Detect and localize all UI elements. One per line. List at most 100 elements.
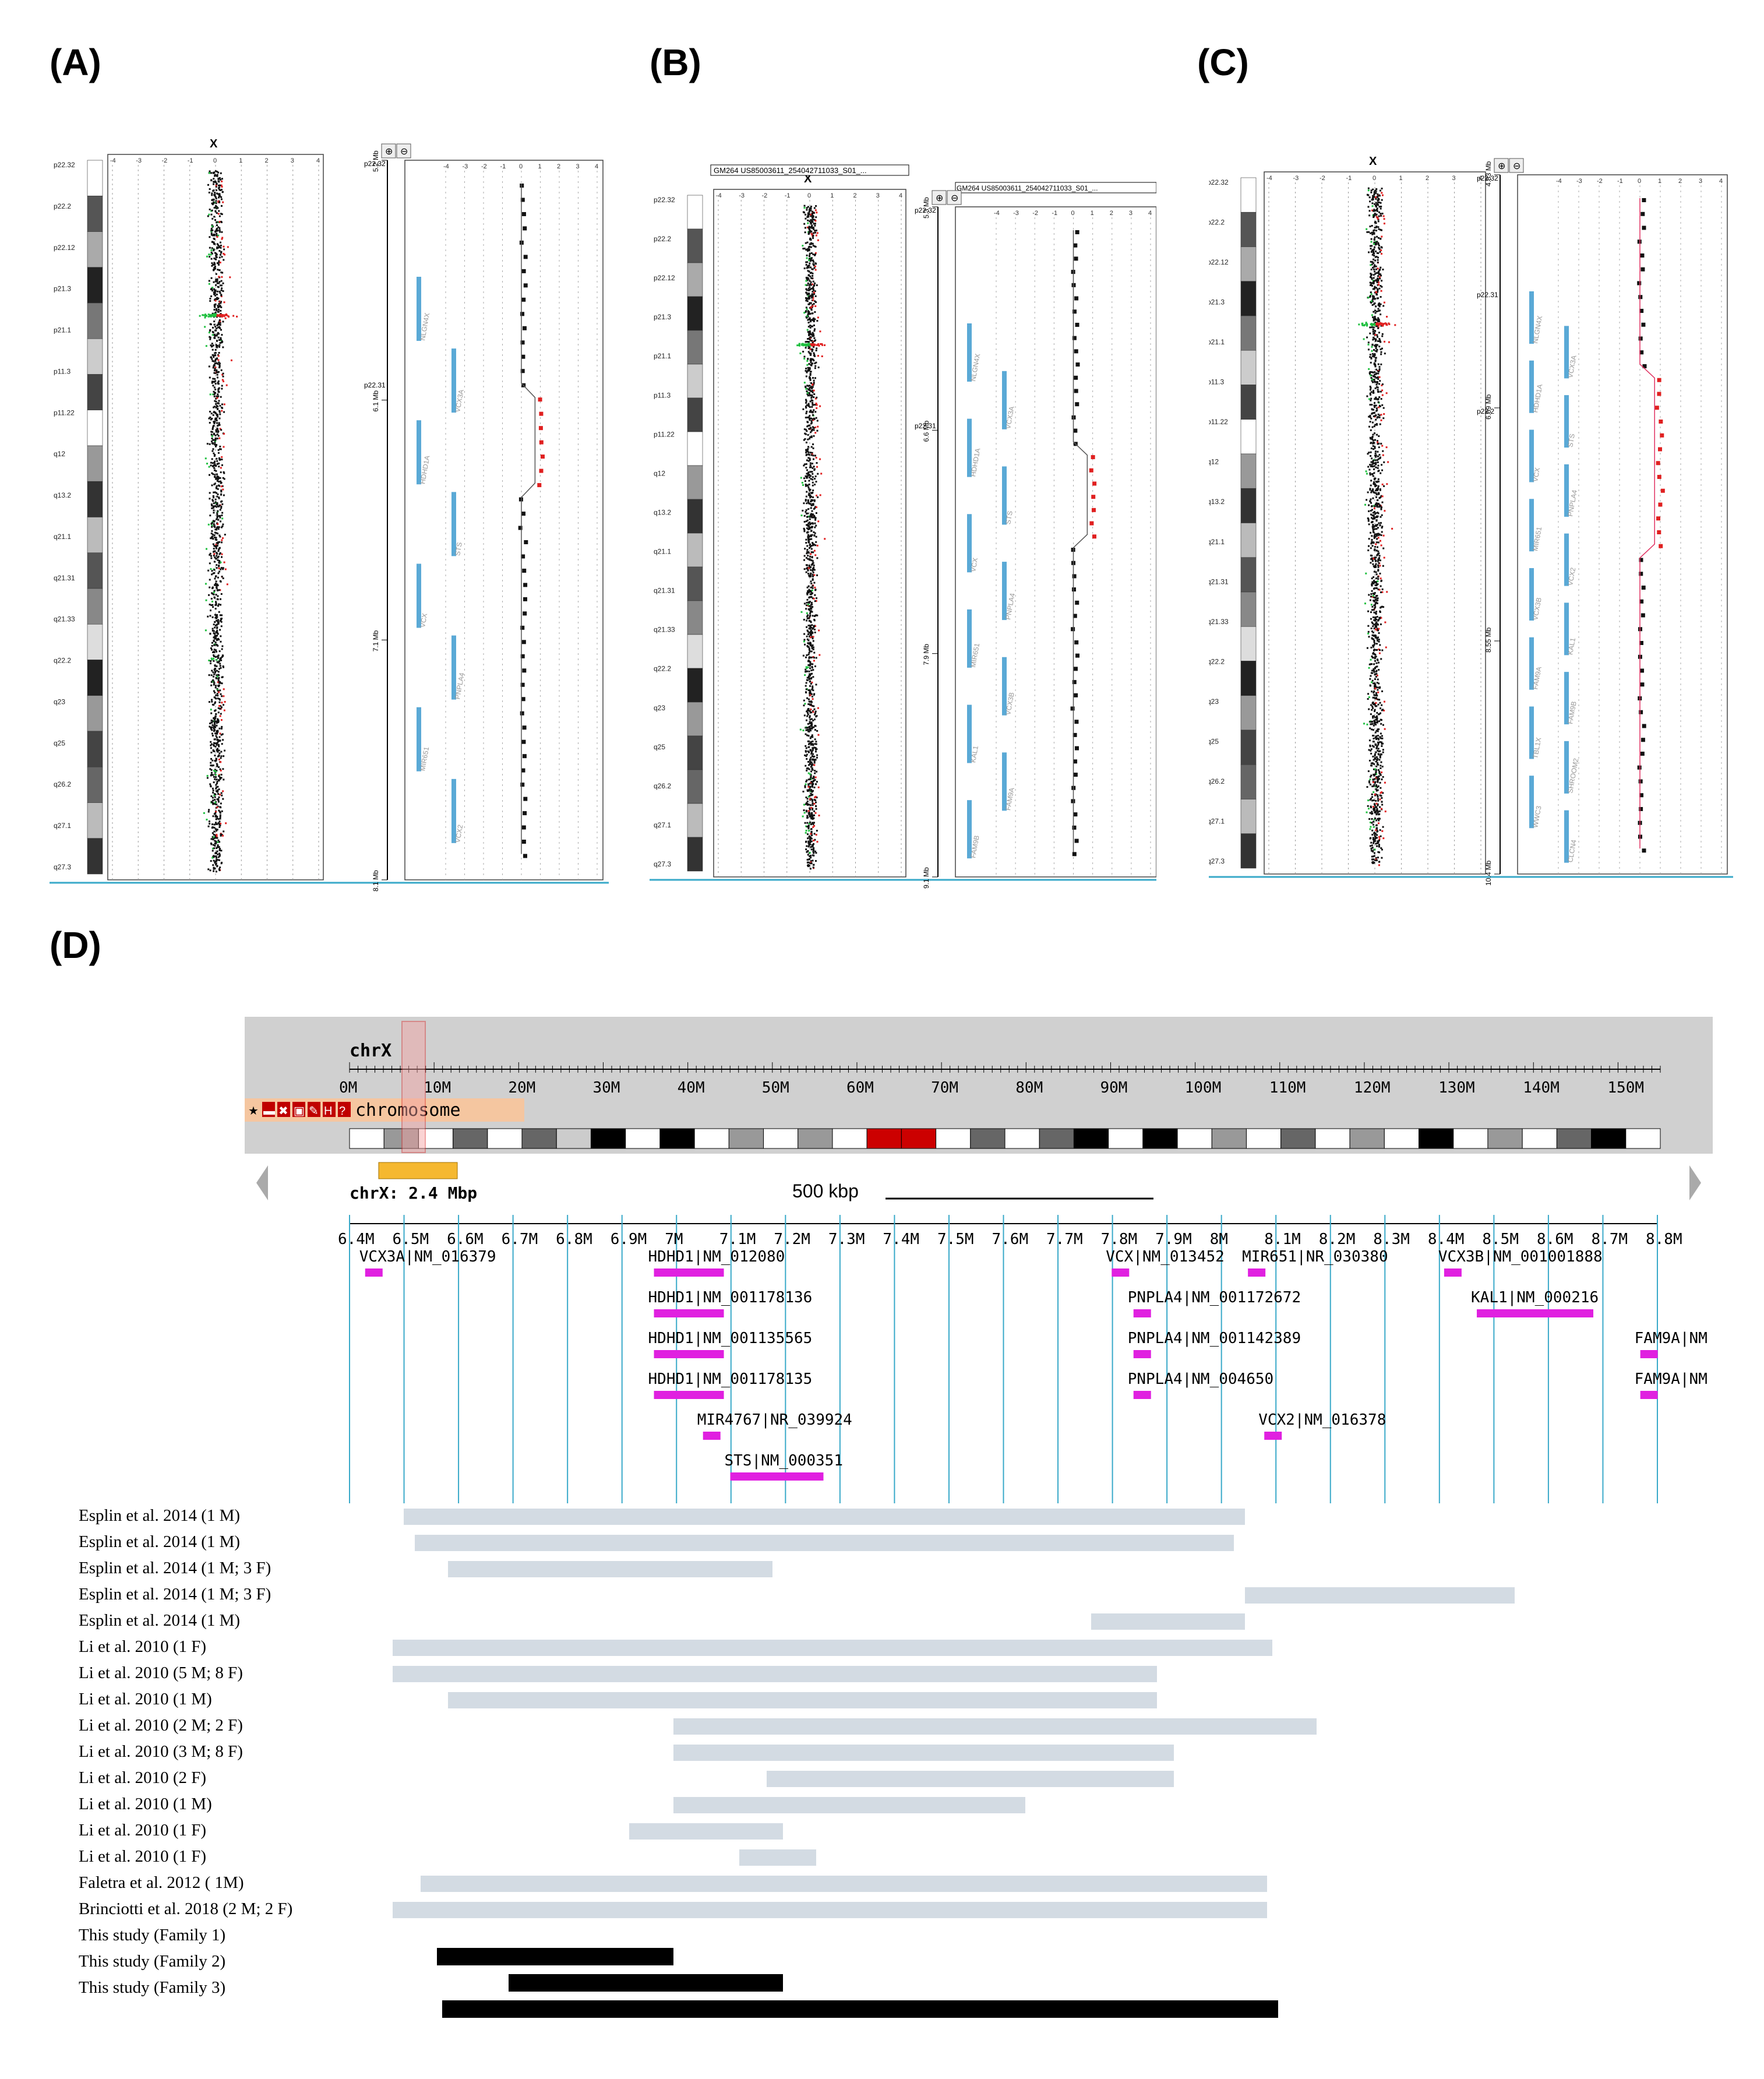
probe-point (1370, 273, 1373, 276)
probe-point (210, 533, 213, 535)
probe-point (1364, 503, 1367, 506)
probe-point (810, 308, 813, 311)
probe-point (1375, 581, 1377, 583)
probe-point (1372, 862, 1374, 864)
probe-point (812, 687, 814, 689)
probe-point (211, 521, 214, 523)
probe-point (1371, 436, 1374, 438)
probe-point (809, 466, 812, 468)
probe-point (1372, 448, 1374, 450)
probe-point (813, 324, 815, 326)
probe-point (807, 319, 809, 321)
probe-point (1373, 819, 1375, 821)
probe-point (221, 485, 224, 487)
probe-point (1375, 621, 1378, 623)
probe-point (807, 603, 810, 605)
probe-point (805, 401, 807, 404)
probe-point (219, 284, 221, 287)
probe-point (811, 297, 813, 299)
probe-point (1369, 416, 1371, 418)
probe-point (803, 633, 806, 635)
probe-point (814, 475, 817, 478)
probe-point (214, 219, 216, 221)
band-label: q22.2 (54, 657, 71, 665)
probe-point (210, 210, 213, 212)
probe-point (1378, 555, 1381, 557)
probe-point (1373, 635, 1375, 637)
probe-point (1374, 330, 1377, 332)
probe-point (210, 774, 212, 777)
probe-point (807, 675, 810, 678)
probe-point (1380, 767, 1382, 769)
probe-point (219, 535, 221, 538)
zoom-out-icon: ⊖ (400, 147, 408, 157)
probe-point (218, 193, 221, 195)
probe-point (1377, 546, 1379, 548)
probe-point (1375, 799, 1377, 802)
probe-point (213, 723, 216, 725)
probe-point (806, 226, 809, 228)
zoom-probe-point (520, 682, 525, 687)
probe-point (213, 742, 215, 744)
probe-point (813, 760, 816, 762)
probe-point (221, 539, 223, 541)
probe-point (813, 212, 815, 214)
probe-point (216, 763, 218, 765)
probe-point (216, 804, 218, 806)
band-label: p11.22 (54, 408, 75, 417)
probe-point (810, 215, 812, 217)
probe-point (1373, 759, 1375, 761)
probe-point (1383, 461, 1385, 463)
probe-point (1376, 506, 1378, 508)
probe-point (214, 710, 216, 712)
probe-point (217, 718, 219, 720)
probe-point (812, 400, 814, 402)
probe-point (213, 561, 216, 563)
probe-point (1370, 713, 1372, 716)
probe-point (814, 269, 817, 271)
probe-point (214, 720, 216, 723)
probe-point (810, 741, 812, 743)
probe-point (1382, 305, 1385, 307)
probe-point (1371, 850, 1374, 852)
ideogram-band (87, 552, 103, 589)
probe-point (217, 430, 220, 432)
probe-point (812, 344, 814, 347)
probe-point (1380, 348, 1382, 350)
probe-point (212, 439, 214, 441)
probe-point (1373, 558, 1375, 560)
probe-point (217, 431, 219, 434)
probe-point (1369, 472, 1371, 474)
gene-block (451, 492, 456, 556)
probe-point (1373, 515, 1375, 517)
probe-point (1378, 661, 1380, 664)
probe-point (224, 314, 226, 316)
probe-point (803, 358, 806, 360)
probe-point (812, 291, 814, 293)
probe-point (1372, 855, 1374, 858)
probe-point (210, 249, 213, 251)
probe-point (803, 502, 805, 505)
probe-point (809, 721, 811, 723)
probe-point (1374, 694, 1377, 696)
probe-point (805, 556, 807, 559)
probe-point (1380, 285, 1382, 287)
probe-point (810, 621, 812, 623)
probe-point (813, 852, 815, 854)
probe-point (209, 586, 211, 589)
probe-point (1375, 662, 1378, 664)
ideogram-band (1240, 281, 1257, 316)
zoom-probe-point (522, 568, 527, 573)
probe-point (809, 574, 812, 576)
probe-point (1375, 697, 1377, 699)
probe-point (811, 534, 813, 536)
probe-point (1375, 730, 1378, 732)
probe-point (806, 254, 808, 256)
probe-point (212, 507, 214, 509)
probe-point (808, 525, 810, 527)
probe-point (1368, 780, 1370, 783)
probe-point (814, 812, 817, 814)
probe-point (803, 428, 806, 431)
gene-block (967, 704, 972, 763)
probe-point (213, 360, 215, 362)
